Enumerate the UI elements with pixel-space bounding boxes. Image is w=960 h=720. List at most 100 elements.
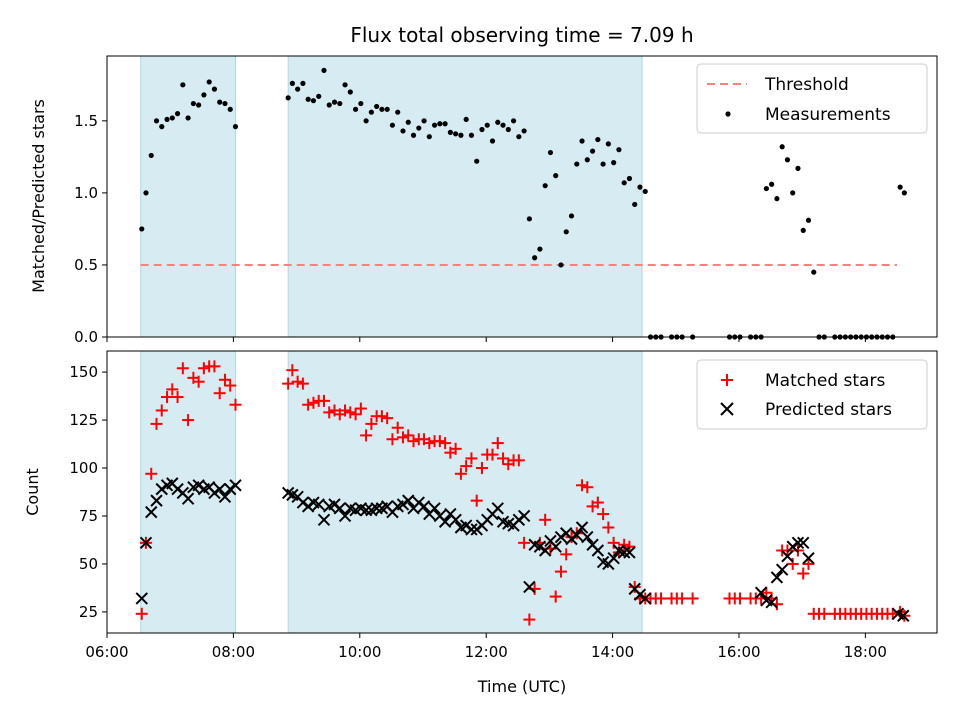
matched-stars-points (135, 360, 911, 626)
ratio-y-axis-label: Matched/Predicted stars (29, 99, 48, 293)
measurement-point (526, 216, 532, 222)
ratio-legend-box (696, 63, 928, 134)
matched-star-point (192, 375, 205, 388)
predicted-star-point (171, 482, 184, 496)
predicted-star-point (333, 502, 346, 515)
x-tick-label: 14:00 (591, 643, 634, 661)
measurement-point (621, 180, 627, 186)
measurement-point (358, 100, 364, 107)
predicted-star-point (317, 513, 331, 527)
measurement-point (395, 109, 401, 115)
measurement-point (479, 126, 485, 133)
count-shaded-periods (140, 350, 643, 634)
predicted-star-point (512, 513, 526, 527)
x-tick-label: 18:00 (844, 643, 887, 661)
measurement-point (295, 86, 301, 92)
measurement-point (500, 122, 506, 128)
measurement-point (421, 118, 427, 124)
predicted-star-point (607, 551, 620, 565)
measurement-point (779, 144, 785, 150)
measurement-point (352, 106, 359, 112)
matched-star-point (323, 406, 336, 419)
measurement-point (201, 92, 207, 98)
y-tick-label: 1.0 (74, 184, 98, 202)
predicted-star-point (370, 502, 383, 515)
matched-star-point (291, 375, 304, 388)
measurement-point (463, 116, 469, 123)
measurement-point (316, 93, 322, 99)
measurement-point (584, 157, 590, 163)
measurement-point (763, 185, 769, 192)
measurement-point (605, 141, 611, 147)
matched-star-point (375, 410, 388, 423)
measurement-point (563, 229, 569, 235)
measurement-point (222, 100, 228, 107)
matched-star-point (597, 508, 610, 521)
matched-star-point (623, 540, 636, 553)
matched-star-point (607, 536, 620, 549)
measurement-point (211, 86, 218, 92)
measurement-point (400, 128, 406, 134)
predicted-star-point (491, 502, 504, 515)
predicted-star-point (218, 490, 232, 504)
predicted-star-point (449, 513, 462, 527)
matched-star-point (197, 362, 210, 375)
predicted-star-point (770, 571, 784, 584)
matched-star-point (402, 429, 415, 442)
measurement-point (532, 255, 538, 261)
matched-star-point (354, 402, 367, 415)
ratio-shaded-periods (140, 55, 643, 338)
measurement-point (148, 152, 154, 159)
measurement-point (185, 115, 191, 121)
matched-star-point (628, 580, 641, 593)
matched-star-point (150, 417, 163, 430)
matched-star-point (570, 527, 583, 540)
ratio-x-ticks (106, 337, 866, 342)
matched-star-point (317, 394, 330, 407)
predicted-star-point (208, 486, 221, 500)
matched-star-point (655, 592, 668, 605)
predicted-star-point (897, 609, 910, 622)
ratio-panel: Flux total observing time = 7.09 h 0.00.… (29, 23, 938, 346)
predicted-star-point (549, 540, 562, 553)
matched-star-point (365, 417, 378, 430)
measurement-point (574, 161, 580, 167)
matched-star-point (460, 460, 473, 473)
measurement-point (626, 175, 633, 182)
matched-star-point (391, 421, 404, 434)
measurement-point (800, 227, 806, 233)
measurement-point (431, 122, 438, 128)
matched-star-point (560, 548, 573, 561)
measurement-point (468, 132, 475, 138)
measurement-point (600, 161, 606, 167)
matched-star-point (539, 513, 552, 526)
predicted-star-point (791, 536, 805, 550)
y-tick-label: 1.5 (74, 112, 98, 130)
measurement-point (289, 80, 295, 86)
measurement-point (505, 126, 511, 133)
matched-star-point (786, 557, 799, 570)
matched-star-point (433, 435, 446, 448)
measurement-point (169, 115, 175, 121)
predicted-star-point (438, 515, 452, 528)
legend-predicted-label: Predicted stars (765, 400, 892, 420)
matched-star-point (439, 437, 452, 450)
legend-matched-label: Matched stars (765, 371, 885, 391)
matched-star-point (602, 521, 615, 534)
predicted-star-point (328, 498, 341, 511)
measurement-point (321, 67, 327, 74)
predicted-stars-points (135, 477, 910, 622)
measurement-point (331, 99, 338, 105)
measurement-point (453, 131, 459, 137)
predicted-star-point (565, 532, 578, 546)
matched-star-point (282, 377, 295, 390)
predicted-star-point (402, 494, 415, 507)
measurement-point (616, 147, 622, 153)
matched-star-point (486, 448, 499, 461)
y-tick-label: 50 (79, 555, 98, 573)
count-legend: Matched stars Predicted stars (696, 359, 928, 430)
matched-star-point (386, 433, 399, 446)
x-tick-label: 16:00 (717, 643, 760, 661)
predicted-star-point (135, 592, 148, 605)
measurement-point (410, 132, 417, 138)
